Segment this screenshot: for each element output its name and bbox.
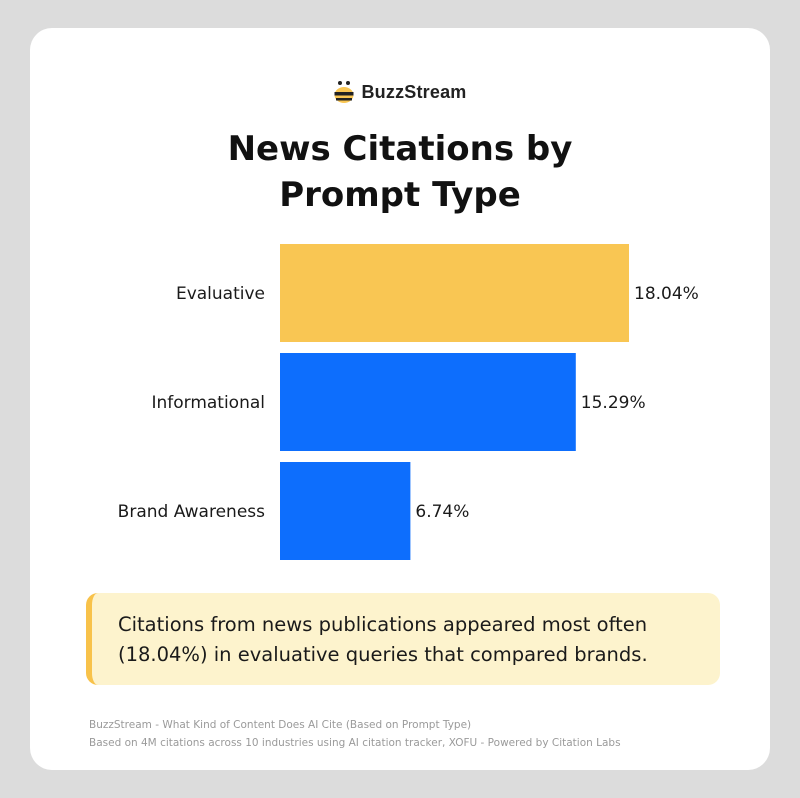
insight-text: Citations from news publications appeare… <box>118 610 680 670</box>
source-line-1: BuzzStream - What Kind of Content Does A… <box>89 719 472 731</box>
bar-informational <box>280 353 576 451</box>
source-footer: BuzzStream - What Kind of Content Does A… <box>89 716 621 752</box>
value-label-evaluative: 18.04% <box>634 284 699 304</box>
category-label-informational: Informational <box>151 393 265 413</box>
bar-brand-awareness <box>280 462 411 560</box>
bar-evaluative <box>280 244 629 342</box>
value-label-brand-awareness: 6.74% <box>415 502 469 522</box>
value-label-informational: 15.29% <box>581 393 646 413</box>
brand-name: BuzzStream <box>361 81 467 102</box>
category-label-evaluative: Evaluative <box>176 284 265 304</box>
bee-icon <box>334 81 354 103</box>
chart-title-line-2: Prompt Type <box>279 175 521 215</box>
chart-title-line-1: News Citations by <box>227 129 573 169</box>
category-label-brand-awareness: Brand Awareness <box>118 502 265 522</box>
brand-logo: BuzzStream <box>0 80 800 104</box>
source-line-2: Based on 4M citations across 10 industri… <box>89 737 621 749</box>
insight-callout: Citations from news publications appeare… <box>86 593 720 685</box>
insight-line-2: (18.04%) in evaluative queries that comp… <box>118 643 648 666</box>
chart-title: News Citations by Prompt Type <box>0 126 800 218</box>
insight-line-1: Citations from news publications appeare… <box>118 613 648 636</box>
